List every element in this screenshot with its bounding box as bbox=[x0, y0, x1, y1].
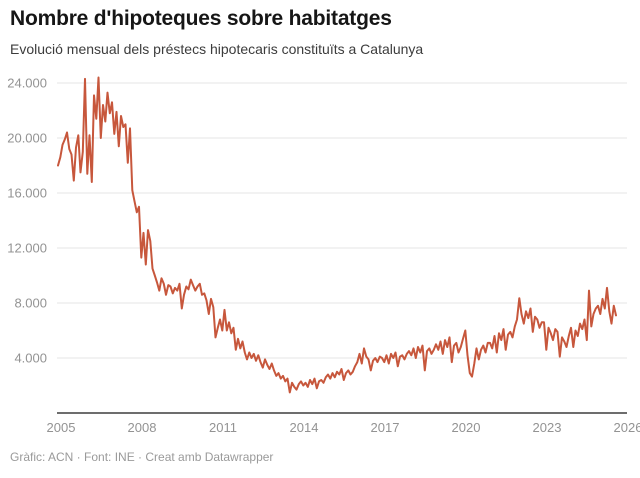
y-tick-label: 12.000 bbox=[7, 241, 47, 256]
y-tick-label: 24.000 bbox=[7, 76, 47, 91]
y-axis-labels: 4.000 8.000 12.000 16.000 20.000 24.000 bbox=[7, 76, 47, 366]
x-tick-label: 2014 bbox=[290, 420, 319, 435]
x-tick-label: 2020 bbox=[452, 420, 481, 435]
mortgages-data-line bbox=[57, 76, 617, 394]
footer-credit: Gràfic: ACN · Font: INE · Creat amb Data… bbox=[10, 450, 274, 464]
y-tick-label: 4.000 bbox=[14, 351, 47, 366]
x-tick-label: 2005 bbox=[47, 420, 76, 435]
x-axis-labels: 2005 2008 2011 2014 2017 2020 2023 2026 bbox=[47, 420, 640, 435]
chart-subtitle: Evolució mensual dels préstecs hipotecar… bbox=[10, 41, 424, 57]
y-gridlines bbox=[57, 82, 627, 359]
x-tick-label: 2011 bbox=[209, 420, 237, 435]
x-tick-label: 2023 bbox=[533, 420, 562, 435]
x-tick-label: 2008 bbox=[128, 420, 157, 435]
x-tick-label: 2026 bbox=[614, 420, 640, 435]
y-tick-label: 20.000 bbox=[7, 131, 47, 146]
x-tick-label: 2017 bbox=[371, 420, 400, 435]
chart-title: Nombre d'hipoteques sobre habitatges bbox=[10, 7, 392, 30]
y-tick-label: 16.000 bbox=[7, 186, 47, 201]
y-tick-label: 8.000 bbox=[14, 296, 47, 311]
